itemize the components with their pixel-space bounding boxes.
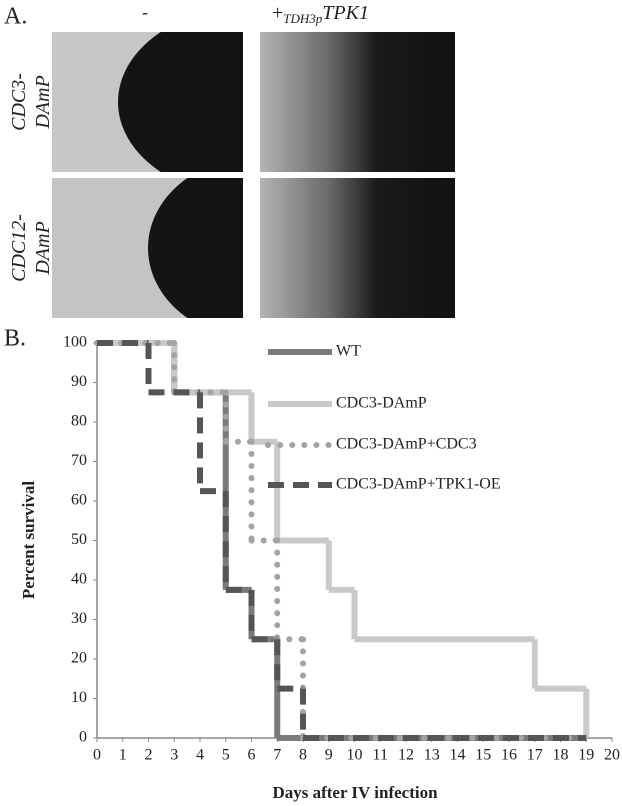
x-tick-label: 15 (475, 747, 491, 764)
y-tick-label: 20 (71, 650, 87, 667)
x-tick-label: 6 (248, 747, 256, 764)
x-tick-label: 13 (424, 747, 440, 764)
x-tick-label: 17 (527, 747, 543, 764)
x-tick-label: 3 (170, 747, 178, 764)
image (260, 32, 455, 172)
x-tick-label: 8 (299, 747, 307, 764)
y-tick-label: 60 (71, 492, 87, 509)
legend-label: CDC3-DAmP+CDC3 (336, 436, 477, 453)
row-label: CDC3- DAmP (8, 73, 54, 131)
panel-label: A. (4, 4, 27, 30)
x-tick-label: 11 (373, 747, 388, 764)
image (260, 178, 455, 318)
x-tick-label: 5 (222, 747, 230, 764)
x-axis-label: Days after IV infection (272, 783, 438, 802)
x-tick-label: 7 (273, 747, 281, 764)
colony (148, 178, 243, 318)
y-tick-label: 10 (71, 689, 87, 706)
row-label: CDC12- DAmP (8, 214, 54, 282)
x-tick-label: 0 (93, 747, 101, 764)
x-tick-label: 1 (119, 747, 127, 764)
legend-label: CDC3-DAmP+TPK1-OE (336, 476, 501, 493)
y-tick-label: 90 (71, 373, 87, 390)
row-label-line: CDC12- (8, 214, 30, 282)
row-label-line: CDC3- (8, 73, 30, 131)
legend-label: CDC3-DAmP (336, 395, 427, 412)
y-axis-label: Percent survival (19, 481, 38, 599)
prefix: + (272, 2, 283, 24)
x-tick-label: 12 (398, 747, 414, 764)
x-tick-label: 19 (578, 747, 594, 764)
column-label: +TDH3pTPK1 (272, 2, 369, 26)
y-tick-label: 0 (79, 729, 87, 746)
row-label-line: DAmP (32, 221, 54, 275)
subscript: TDH3p (283, 11, 323, 26)
y-tick-label: 70 (71, 452, 87, 469)
y-tick-label: 100 (63, 334, 87, 351)
x-tick-label: 2 (145, 747, 153, 764)
x-tick-label: 18 (553, 747, 569, 764)
x-tick-label: 10 (347, 747, 363, 764)
y-tick-label: 30 (71, 610, 87, 627)
x-tick-label: 14 (450, 747, 466, 764)
y-tick-label: 80 (71, 413, 87, 430)
x-tick-label: 20 (604, 747, 620, 764)
row-label-line: DAmP (32, 75, 54, 129)
x-tick-label: 16 (501, 747, 517, 764)
colony (118, 32, 243, 172)
panel-label: B. (4, 326, 26, 352)
x-tick-label: 4 (196, 747, 204, 764)
y-tick-label: 40 (71, 571, 87, 588)
column-label: - (142, 2, 148, 22)
legend-label: WT (336, 343, 361, 360)
micrographs (52, 32, 455, 318)
gene: TPK1 (322, 2, 369, 24)
x-tick-label: 9 (325, 747, 333, 764)
y-tick-label: 50 (71, 531, 87, 548)
